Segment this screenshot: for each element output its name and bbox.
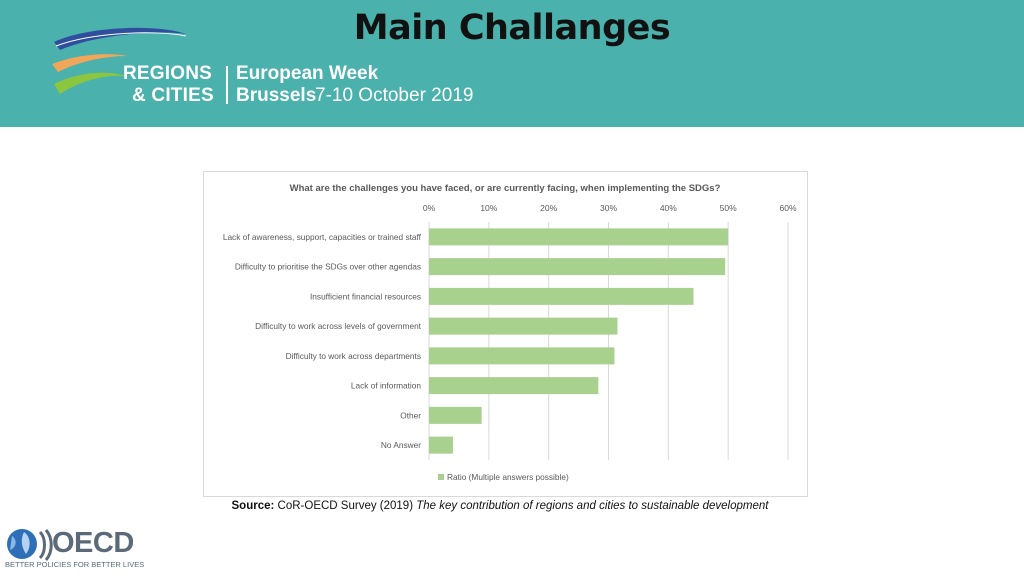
- oecd-tagline: BETTER POLICIES FOR BETTER LIVES: [5, 560, 145, 569]
- bar: [429, 377, 599, 395]
- category-label: Lack of awareness, support, capacities o…: [223, 232, 422, 242]
- source-title: The key contribution of regions and citi…: [416, 500, 769, 512]
- logo-cities: & CITIES: [132, 85, 214, 106]
- bar: [429, 317, 618, 335]
- chart-title: What are the challenges you have faced, …: [290, 183, 721, 194]
- source-label: Source:: [231, 500, 275, 512]
- logo-regions: REGIONS: [123, 63, 213, 84]
- category-label: No Answer: [381, 440, 421, 450]
- category-label: Other: [400, 410, 421, 420]
- category-label: Insufficient financial resources: [310, 291, 421, 301]
- logo-european-week: European Week: [236, 63, 379, 84]
- bar: [429, 406, 482, 424]
- event-logo-swoosh-icon: [52, 27, 187, 94]
- x-tick-label: 30%: [600, 203, 617, 213]
- source-line: Source: CoR-OECD Survey (2019) The key c…: [0, 500, 1000, 512]
- bar-chart: What are the challenges you have faced, …: [223, 183, 797, 482]
- bar: [429, 228, 729, 246]
- bar: [429, 258, 726, 276]
- x-tick-label: 20%: [540, 203, 557, 213]
- header-band: [0, 0, 1024, 127]
- category-label: Difficulty to prioritise the SDGs over o…: [235, 262, 421, 272]
- x-tick-label: 40%: [660, 203, 677, 213]
- x-tick-label: 50%: [720, 203, 737, 213]
- logo-brussels: Brussels: [236, 85, 317, 106]
- x-tick-label: 10%: [480, 203, 497, 213]
- chart-container: What are the challenges you have faced, …: [203, 171, 808, 497]
- logo-divider: [226, 66, 228, 104]
- oecd-wordmark: OECD: [52, 527, 134, 559]
- category-label: Difficulty to work across departments: [286, 351, 421, 361]
- legend-label: Ratio (Multiple answers possible): [447, 472, 569, 482]
- source-text: CoR-OECD Survey (2019): [277, 500, 414, 512]
- x-tick-label: 0%: [423, 203, 436, 213]
- bar: [429, 436, 453, 454]
- bar: [429, 347, 615, 365]
- oecd-globe-icon: [7, 529, 53, 561]
- legend-swatch: [438, 474, 444, 480]
- slide-title: Main Challanges: [353, 8, 671, 48]
- x-tick-label: 60%: [779, 203, 796, 213]
- logo-dates: 7-10 October 2019: [315, 85, 474, 106]
- category-label: Difficulty to work across levels of gove…: [255, 321, 422, 331]
- bar: [429, 287, 694, 305]
- category-label: Lack of information: [351, 381, 421, 391]
